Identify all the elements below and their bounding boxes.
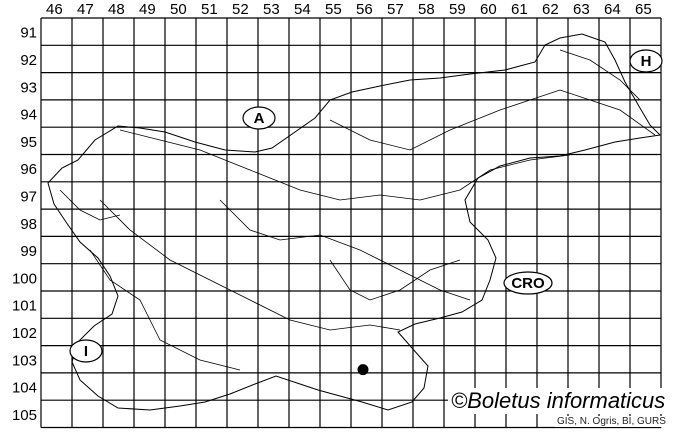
column-label: 48 <box>108 1 125 18</box>
rivers <box>59 49 656 371</box>
country-label: CRO <box>511 275 545 292</box>
row-label: 95 <box>20 134 37 151</box>
row-label: 92 <box>20 52 37 69</box>
country-label: I <box>84 343 88 360</box>
column-label: 63 <box>573 1 590 18</box>
country-border <box>47 33 662 411</box>
row-label: 104 <box>12 380 37 397</box>
row-label: 93 <box>20 79 37 96</box>
column-label: 61 <box>511 1 528 18</box>
source-text: GIS, N. Ogris, BI, GURS <box>555 416 668 427</box>
column-label: 50 <box>170 1 187 18</box>
row-label: 97 <box>20 188 37 205</box>
row-label: 103 <box>12 352 37 369</box>
row-labels: 91 92 93 94 95 96 97 98 99 100 101 102 103 104 105 <box>12 25 37 424</box>
column-label: 52 <box>232 1 249 18</box>
column-label: 57 <box>387 1 404 18</box>
row-label: 105 <box>12 407 37 424</box>
grid-lines <box>40 17 662 429</box>
column-label: 55 <box>325 1 342 18</box>
column-label: 64 <box>604 1 621 18</box>
column-label: 54 <box>294 1 311 18</box>
column-label: 47 <box>77 1 94 18</box>
country-labels: A H CRO I <box>69 49 663 363</box>
country-label-oval <box>503 271 553 295</box>
column-label: 56 <box>356 1 373 18</box>
country-label: A <box>254 110 265 127</box>
column-label: 65 <box>635 1 652 18</box>
row-label: 102 <box>12 325 37 342</box>
column-label: 60 <box>480 1 497 18</box>
record-point <box>357 364 369 376</box>
column-labels: 46 47 48 49 50 51 52 53 54 55 56 57 58 59 60 61 62 63 64 65 <box>46 1 652 18</box>
column-label: 51 <box>201 1 218 18</box>
column-label: 46 <box>46 1 63 18</box>
credit-text: ©Boletus informaticus <box>448 388 669 414</box>
column-label: 53 <box>263 1 280 18</box>
column-label: 59 <box>449 1 466 18</box>
row-label: 101 <box>12 298 37 315</box>
row-label: 94 <box>20 107 37 124</box>
row-label: 98 <box>20 216 37 233</box>
row-label: 96 <box>20 161 37 178</box>
column-label: 49 <box>139 1 156 18</box>
row-label: 91 <box>20 25 37 42</box>
country-label-oval <box>629 49 663 73</box>
country-label-oval <box>69 339 103 363</box>
country-label: H <box>641 53 652 70</box>
record-points <box>357 364 369 376</box>
column-label: 58 <box>418 1 435 18</box>
row-label: 100 <box>12 270 37 287</box>
column-label: 62 <box>542 1 559 18</box>
row-label: 99 <box>20 243 37 260</box>
country-label-oval <box>242 106 276 130</box>
